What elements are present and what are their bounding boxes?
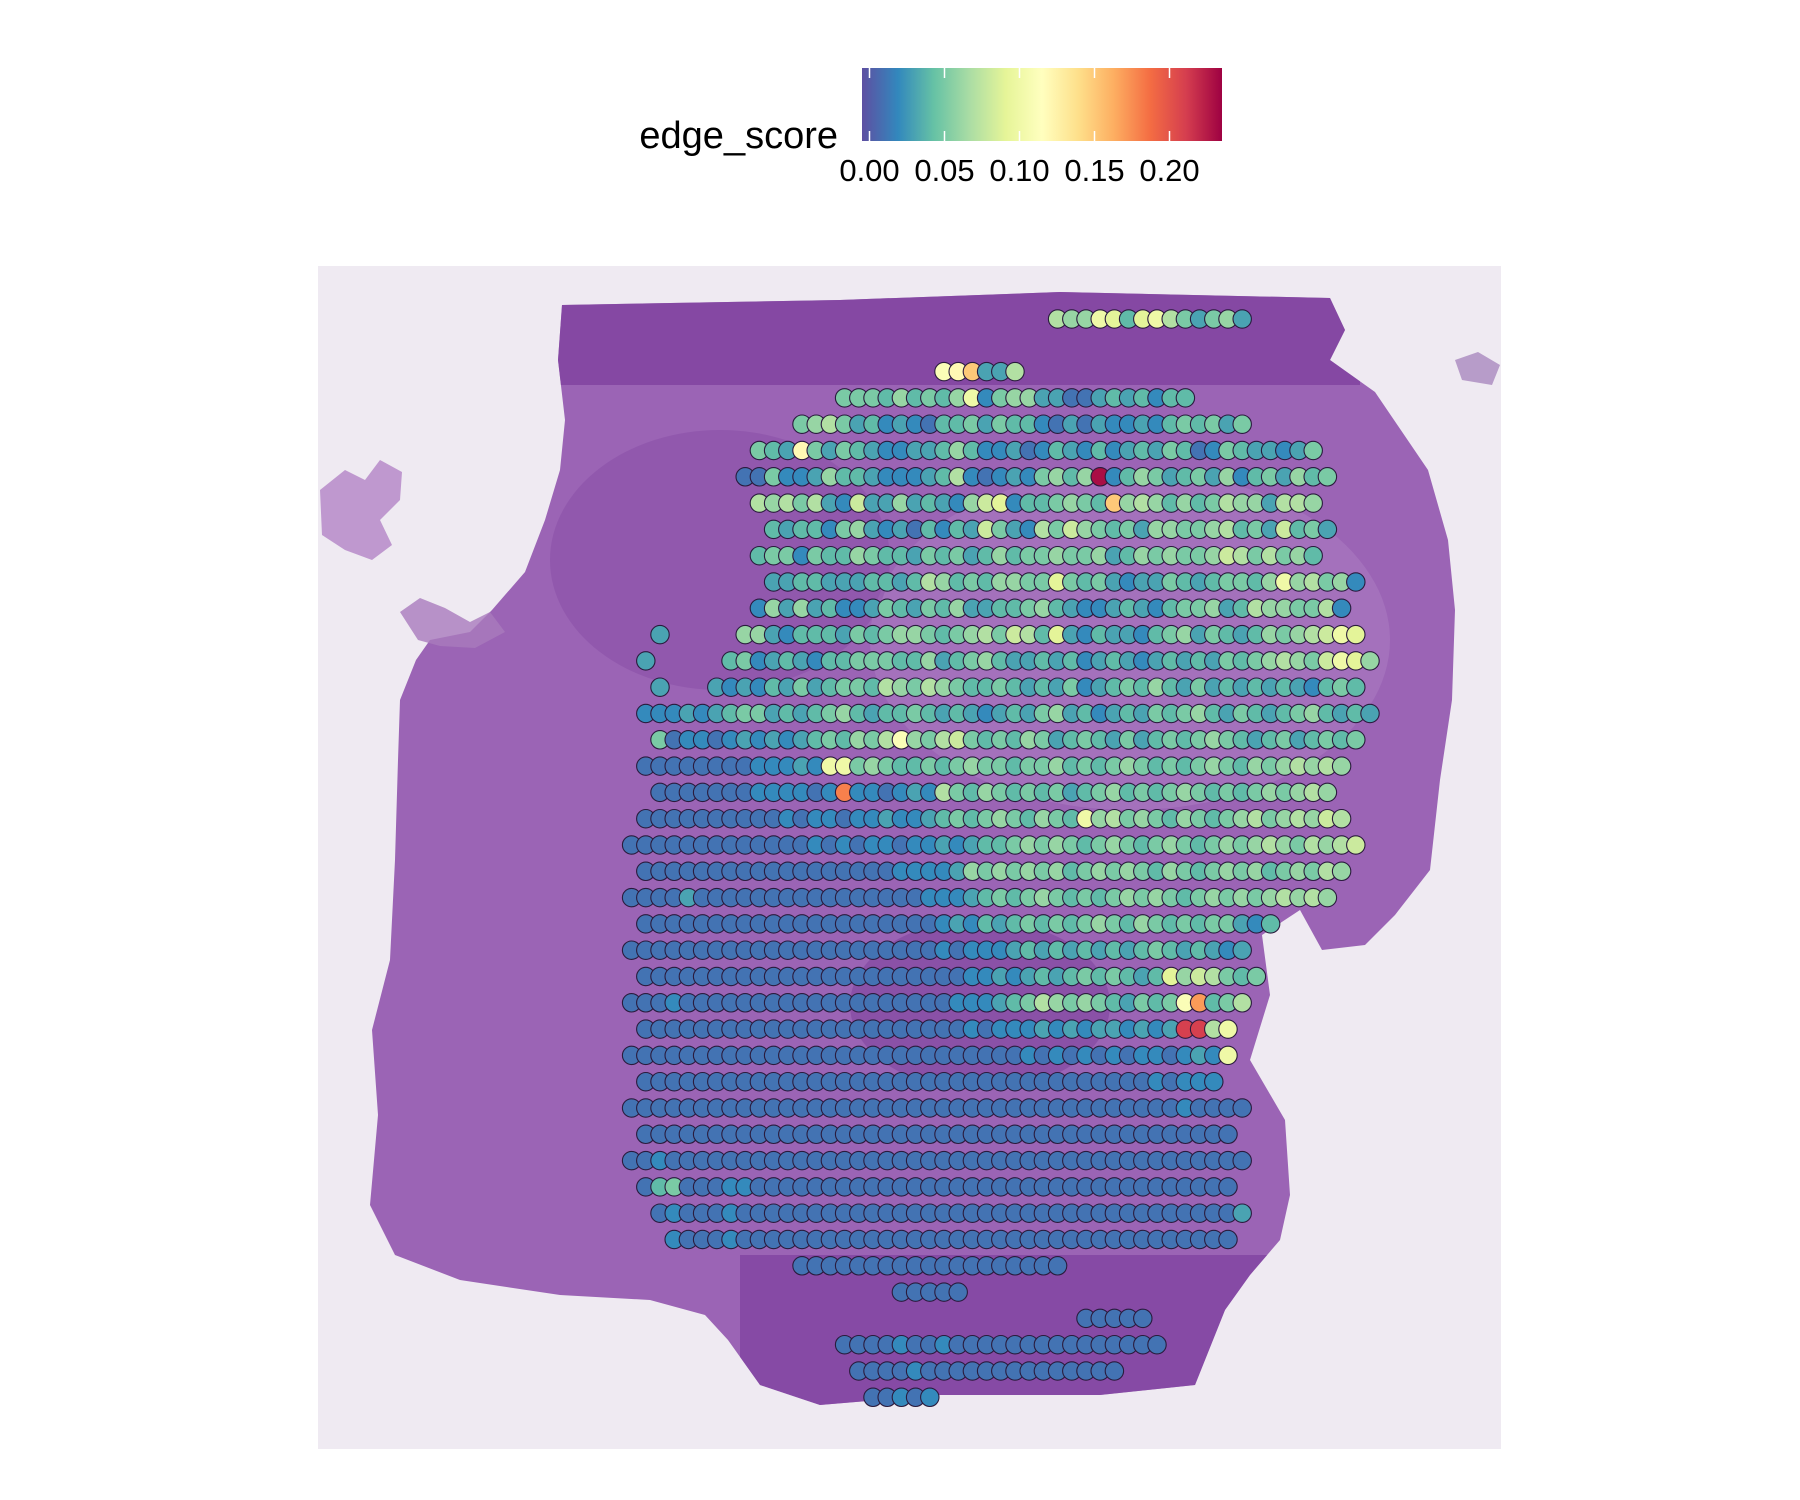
- spot: [1360, 703, 1380, 724]
- spot: [1331, 861, 1352, 882]
- colorbar-tick-label: 0.10: [989, 153, 1049, 188]
- spot: [1331, 598, 1352, 619]
- spot: [1218, 1229, 1238, 1250]
- spot: [636, 651, 656, 671]
- spot: [1346, 835, 1366, 855]
- spot: [1147, 1334, 1167, 1355]
- spot: [1133, 1308, 1153, 1329]
- spot: [1232, 940, 1252, 960]
- colorbar-tick-label: 0.15: [1064, 153, 1124, 188]
- spot: [1204, 1071, 1224, 1092]
- spot: [1260, 914, 1281, 934]
- colorbar: [862, 68, 1222, 141]
- spot: [1317, 467, 1338, 487]
- spot: [1218, 1045, 1238, 1066]
- colorbar-ticks: 0.00 0.05 0.10 0.15 0.20: [839, 68, 1200, 188]
- spot: [650, 624, 670, 645]
- spot: [1104, 1361, 1125, 1381]
- spot: [1232, 309, 1252, 329]
- colorbar-tick-label: 0.05: [914, 153, 974, 188]
- spot: [1317, 782, 1338, 803]
- spot: [1232, 1203, 1252, 1223]
- spot-layer: [621, 309, 1380, 1408]
- spot: [1317, 887, 1338, 908]
- spot: [1346, 730, 1366, 750]
- spot: [1331, 756, 1352, 776]
- spot: [1218, 1124, 1238, 1145]
- colorbar-tick-label: 0.00: [839, 153, 899, 188]
- spot: [1218, 1019, 1238, 1039]
- spot: [1303, 545, 1323, 566]
- legend-title: edge_score: [639, 115, 838, 157]
- spot: [1346, 572, 1366, 592]
- spot: [650, 677, 670, 697]
- colorbar-tick-label: 0.20: [1139, 153, 1199, 188]
- spot: [1317, 519, 1338, 540]
- spot: [1005, 361, 1025, 382]
- spot: [1175, 388, 1196, 408]
- legend: edge_score 0.00 0.05 0.10 0.15 0.20: [639, 68, 1222, 188]
- spot: [1047, 1256, 1068, 1276]
- spot: [920, 1387, 940, 1408]
- spot: [948, 1282, 968, 1302]
- spot: [1303, 493, 1323, 513]
- spot: [1303, 440, 1323, 461]
- spot: [1232, 414, 1252, 434]
- spot: [1218, 1177, 1238, 1197]
- spot: [1246, 966, 1267, 987]
- spot: [1360, 651, 1380, 671]
- spot: [1232, 1150, 1252, 1171]
- spot: [1346, 624, 1366, 645]
- spot: [1346, 677, 1366, 697]
- spot: [1331, 808, 1352, 829]
- spot: [1232, 1098, 1252, 1118]
- spot: [1232, 993, 1252, 1013]
